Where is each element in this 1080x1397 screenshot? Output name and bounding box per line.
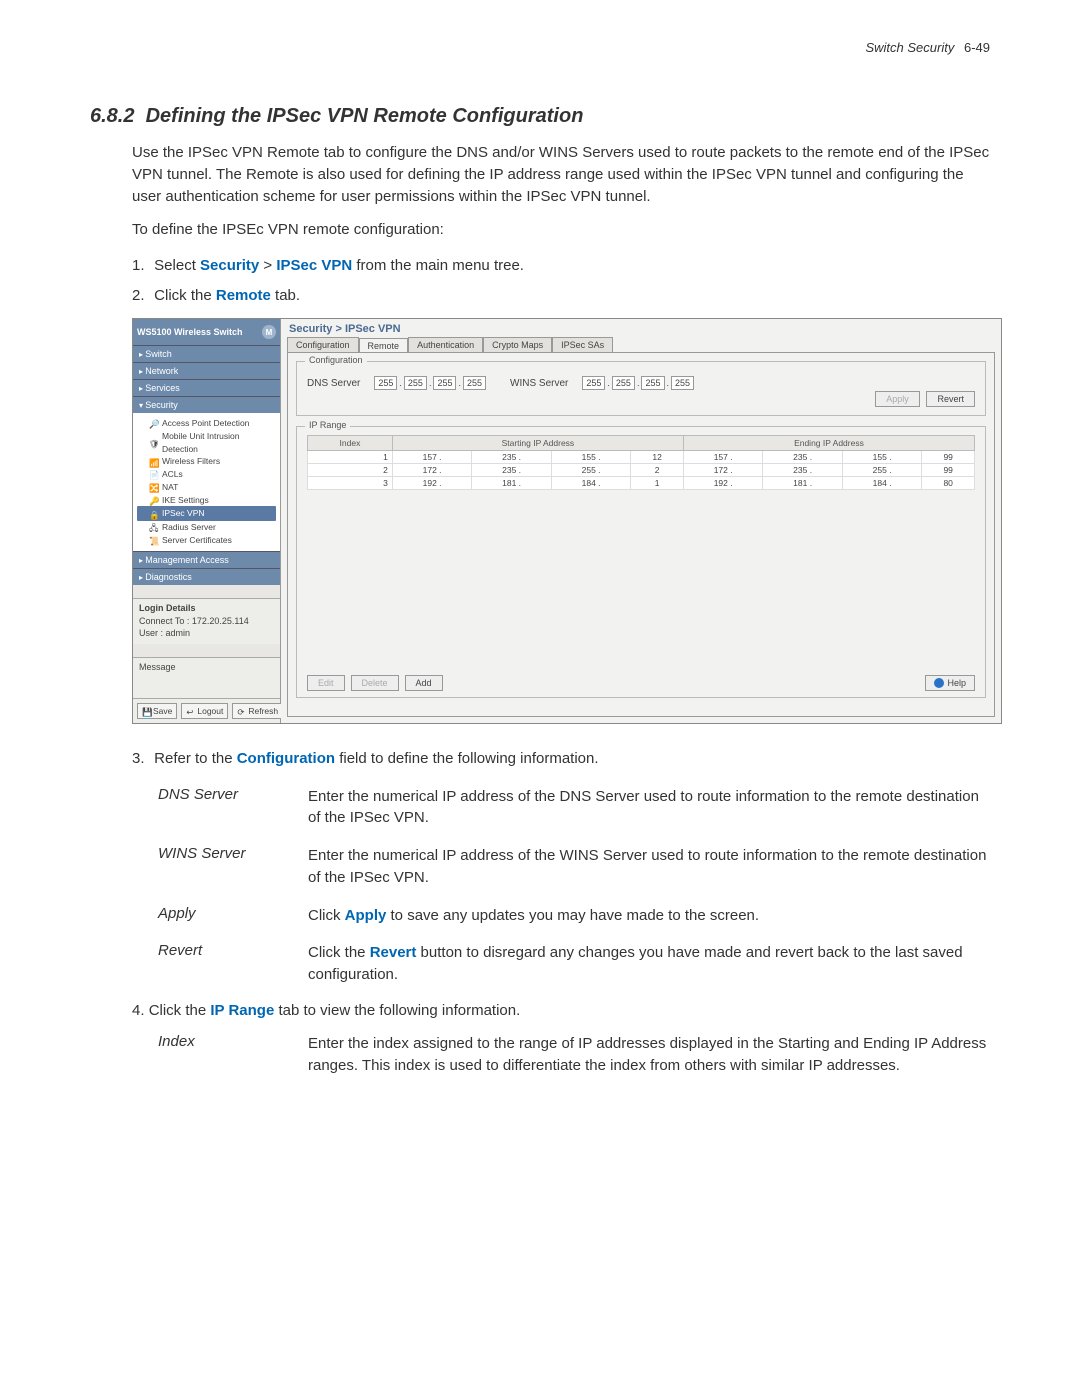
def-term: WINS Server — [158, 845, 308, 889]
def-desc: Enter the index assigned to the range of… — [308, 1033, 990, 1077]
tree-apd[interactable]: 🔎Access Point Detection — [137, 417, 276, 430]
apply-button[interactable]: Apply — [875, 391, 920, 407]
link-ipsec: IPSec VPN — [276, 257, 352, 274]
node-icon: 🔎 — [149, 418, 159, 428]
product-logo: WS5100 Wireless Switch M — [133, 319, 280, 345]
tree-acls[interactable]: 📄ACLs — [137, 468, 276, 481]
table-row[interactable]: 1157 .235 .155 .12157 .235 .155 .99 — [308, 451, 975, 464]
tree-muid[interactable]: 🛡Mobile Unit Intrusion Detection — [137, 430, 276, 456]
nav-switch[interactable]: Switch — [133, 345, 280, 362]
nav-diag[interactable]: Diagnostics — [133, 568, 280, 585]
iprange-fieldset: IP Range Index Starting IP Address Endin… — [296, 426, 986, 698]
tree-nat[interactable]: 🔀NAT — [137, 481, 276, 494]
revert-button[interactable]: Revert — [926, 391, 975, 407]
page-header: Switch Security 6-49 — [90, 40, 990, 55]
nav-mgmt[interactable]: Management Access — [133, 551, 280, 568]
def-row: RevertClick the Revert button to disrega… — [158, 942, 990, 986]
footer-buttons: 💾Save ↩Logout ⟳Refresh — [133, 698, 280, 723]
definitions-1: DNS ServerEnter the numerical IP address… — [158, 786, 990, 986]
nav-network[interactable]: Network — [133, 362, 280, 379]
section-title: 6.8.2 Defining the IPSec VPN Remote Conf… — [90, 105, 990, 128]
col-start: Starting IP Address — [392, 436, 683, 451]
app-screenshot: WS5100 Wireless Switch M Switch Network … — [132, 318, 1002, 724]
step-3: 3. Refer to the Configuration field to d… — [132, 746, 990, 772]
node-icon: 🔒 — [149, 509, 159, 519]
refresh-button[interactable]: ⟳Refresh — [232, 703, 283, 719]
def-row: IndexEnter the index assigned to the ran… — [158, 1033, 990, 1077]
security-tree: 🔎Access Point Detection 🛡Mobile Unit Int… — [133, 413, 280, 551]
col-index: Index — [308, 436, 393, 451]
link-remote: Remote — [216, 287, 271, 304]
def-desc: Enter the numerical IP address of the WI… — [308, 845, 990, 889]
def-row: DNS ServerEnter the numerical IP address… — [158, 786, 990, 830]
save-button[interactable]: 💾Save — [137, 703, 177, 719]
message-box: Message — [133, 657, 280, 698]
table-row[interactable]: 3192 .181 .184 .1192 .181 .184 .80 — [308, 477, 975, 490]
tab-crypto[interactable]: Crypto Maps — [483, 337, 552, 352]
step-2: 2. Click the Remote tab. — [132, 283, 990, 309]
def-row: ApplyClick Apply to save any updates you… — [158, 905, 990, 927]
table-row[interactable]: 2172 .235 .255 .2172 .235 .255 .99 — [308, 464, 975, 477]
help-button[interactable]: Help — [925, 675, 975, 691]
step-1: 1. Select Security > IPSec VPN from the … — [132, 253, 990, 279]
def-desc: Enter the numerical IP address of the DN… — [308, 786, 990, 830]
header-label: Switch Security — [865, 40, 954, 55]
save-icon: 💾 — [142, 707, 151, 716]
tree-wf[interactable]: 📶Wireless Filters — [137, 455, 276, 468]
tree-radius[interactable]: 🖧Radius Server — [137, 521, 276, 534]
node-icon: 📜 — [149, 535, 159, 545]
node-icon: 🔀 — [149, 482, 159, 492]
node-icon: 📄 — [149, 469, 159, 479]
sidebar: WS5100 Wireless Switch M Switch Network … — [133, 319, 281, 723]
col-end: Ending IP Address — [683, 436, 974, 451]
tab-remote[interactable]: Remote — [359, 338, 409, 353]
definitions-2: IndexEnter the index assigned to the ran… — [158, 1033, 990, 1077]
node-icon: 🛡 — [149, 438, 159, 448]
nav-security[interactable]: Security — [133, 396, 280, 413]
brand-icon: M — [262, 325, 276, 339]
link-configuration: Configuration — [237, 750, 335, 767]
tree-ike[interactable]: 🔑IKE Settings — [137, 494, 276, 507]
link-iprange: IP Range — [210, 1002, 274, 1019]
def-term: DNS Server — [158, 786, 308, 830]
link-security: Security — [200, 257, 259, 274]
refresh-icon: ⟳ — [237, 707, 246, 716]
config-fieldset: Configuration DNS Server 255. 255. 255. … — [296, 361, 986, 416]
def-term: Apply — [158, 905, 308, 927]
dns-ip-input[interactable]: 255. 255. 255. 255 — [374, 376, 486, 390]
tree-certs[interactable]: 📜Server Certificates — [137, 534, 276, 547]
def-desc: Click the Revert button to disregard any… — [308, 942, 990, 986]
wins-ip-input[interactable]: 255. 255. 255. 255 — [582, 376, 694, 390]
def-desc: Click Apply to save any updates you may … — [308, 905, 990, 927]
node-icon: 🖧 — [149, 522, 159, 532]
node-icon: 🔑 — [149, 495, 159, 505]
dns-label: DNS Server — [307, 378, 360, 389]
logout-button[interactable]: ↩Logout — [181, 703, 228, 719]
lead-line: To define the IPSEc VPN remote configura… — [132, 219, 990, 241]
add-button[interactable]: Add — [405, 675, 443, 691]
wins-label: WINS Server — [510, 378, 568, 389]
def-row: WINS ServerEnter the numerical IP addres… — [158, 845, 990, 889]
breadcrumb: Security > IPSec VPN — [281, 319, 1001, 337]
main-panel: Security > IPSec VPN Configuration Remot… — [281, 319, 1001, 723]
header-page: 6-49 — [964, 40, 990, 55]
tab-sas[interactable]: IPSec SAs — [552, 337, 613, 352]
logout-icon: ↩ — [186, 707, 195, 716]
def-term: Index — [158, 1033, 308, 1077]
login-details: Login Details Connect To : 172.20.25.114… — [133, 598, 280, 644]
delete-button[interactable]: Delete — [351, 675, 399, 691]
nav-services[interactable]: Services — [133, 379, 280, 396]
help-icon — [934, 678, 944, 688]
ip-range-table: Index Starting IP Address Ending IP Addr… — [307, 435, 975, 490]
tree-ipsec[interactable]: 🔒IPSec VPN — [137, 506, 276, 521]
def-term: Revert — [158, 942, 308, 986]
step-4: 4. Click the IP Range tab to view the fo… — [132, 1002, 990, 1019]
edit-button[interactable]: Edit — [307, 675, 345, 691]
tabs: Configuration Remote Authentication Cryp… — [287, 337, 995, 352]
node-icon: 📶 — [149, 457, 159, 467]
tab-auth[interactable]: Authentication — [408, 337, 483, 352]
intro-paragraph: Use the IPSec VPN Remote tab to configur… — [132, 142, 990, 207]
tab-configuration[interactable]: Configuration — [287, 337, 359, 352]
